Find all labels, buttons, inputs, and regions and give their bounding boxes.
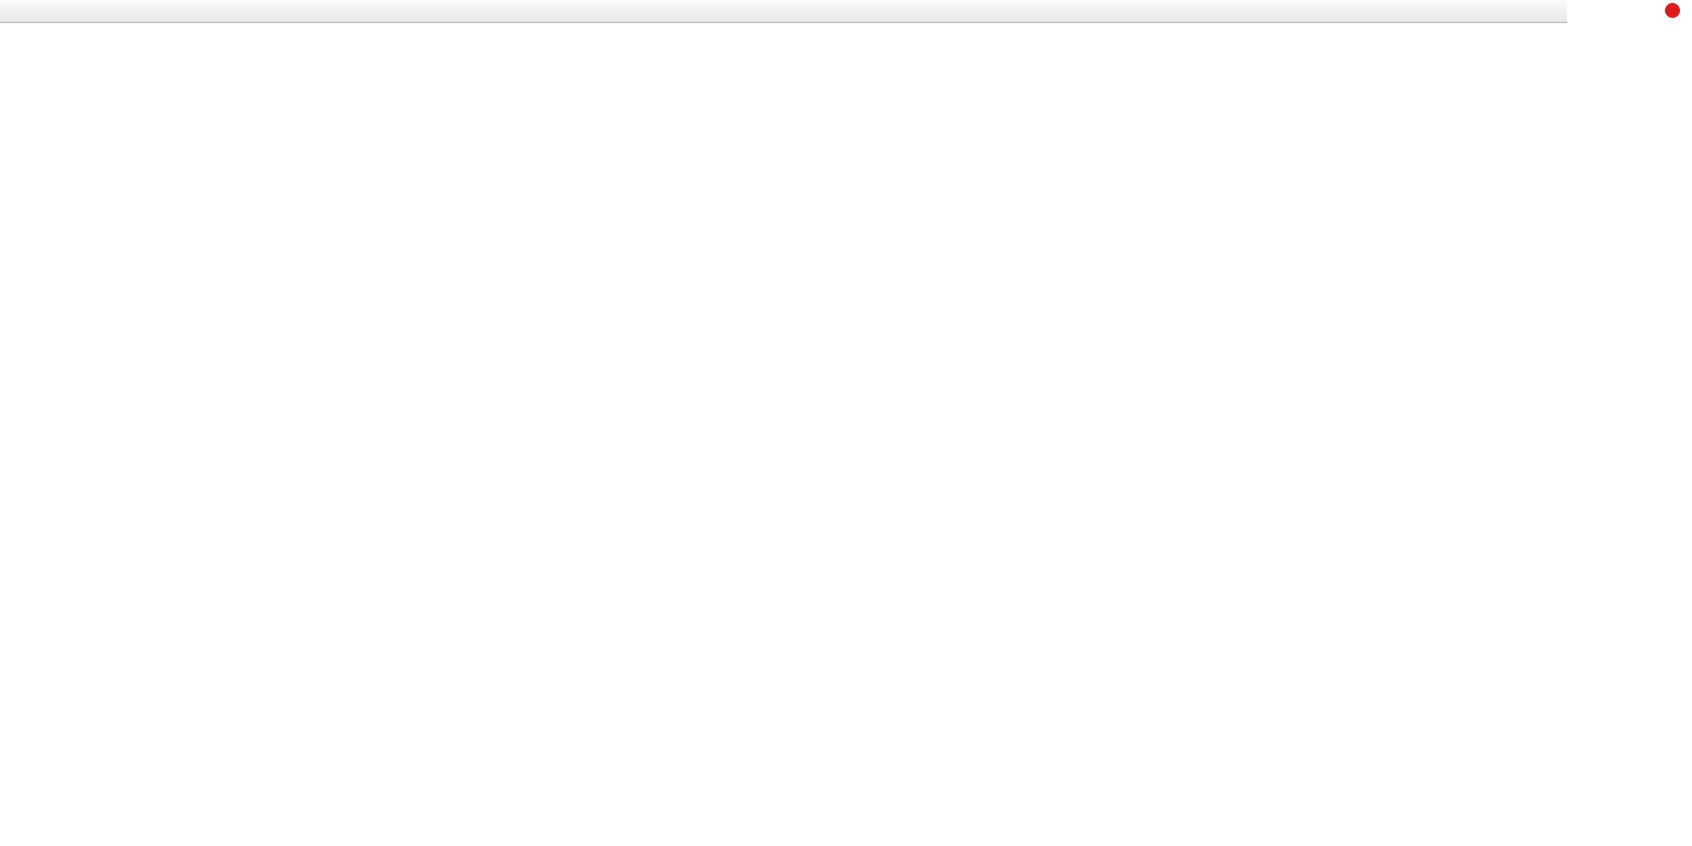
toolbar: [0, 0, 1567, 23]
notifications-badge[interactable]: [1665, 3, 1680, 18]
